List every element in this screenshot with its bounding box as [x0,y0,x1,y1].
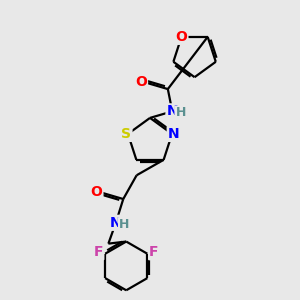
Text: N: N [167,104,178,118]
Text: O: O [135,75,147,88]
Text: H: H [119,218,129,231]
Text: F: F [94,245,103,259]
Text: O: O [176,30,188,44]
Text: S: S [122,127,131,141]
Text: H: H [176,106,186,119]
Text: N: N [110,216,122,230]
Text: O: O [91,184,102,199]
Text: F: F [149,245,159,259]
Text: N: N [168,127,179,141]
